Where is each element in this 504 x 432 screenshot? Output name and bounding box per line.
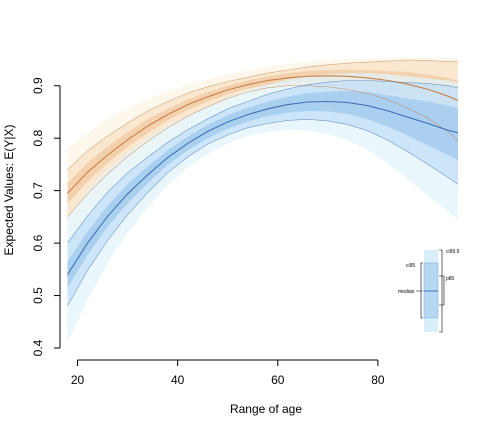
y-tick-label: 0.9 [31,77,45,94]
series-1-p80-band [67,91,458,288]
legend-p80-bracket [439,275,445,306]
y-tick-label: 0.5 [31,287,45,304]
x-tick-label: 80 [371,373,385,387]
series-lines [67,59,459,307]
y-tick-label: 0.6 [31,234,45,251]
series-0-median-line [67,75,459,194]
x-axis-title: Range of age [230,402,302,416]
interval-legend: ci95 ci99.9 median p80 [398,249,460,333]
axes: 20 40 60 80 0.4 0.5 0.6 0.7 0.8 0.9 [31,77,385,387]
y-tick-label: 0.4 [31,339,45,356]
series-0-ci95-lower-line [67,85,459,218]
legend-ci999-label: ci99.9 [446,249,460,255]
x-tick-label: 20 [71,373,85,387]
confidence-bands [67,57,458,343]
series-1-ci95-lower-line [67,118,459,307]
legend-ci999-bracket [439,249,443,333]
legend-median-label: median [398,289,415,295]
legend-ci95-bracket [420,262,423,319]
legend-p80-label: p80 [446,276,455,282]
series-1-median-line [67,100,459,275]
x-tick-label: 60 [271,373,285,387]
x-tick-label: 40 [171,373,185,387]
y-tick-label: 0.8 [31,130,45,147]
legend-ci95-label: ci95 [406,263,415,269]
y-axis-title: Expected Values: E(Y|X) [2,125,16,256]
series-1-ci95-upper-line [67,80,459,244]
series-1-ci999-band [67,73,458,343]
y-tick-label: 0.7 [31,182,45,199]
series-0-ci95-upper-line [67,59,459,170]
